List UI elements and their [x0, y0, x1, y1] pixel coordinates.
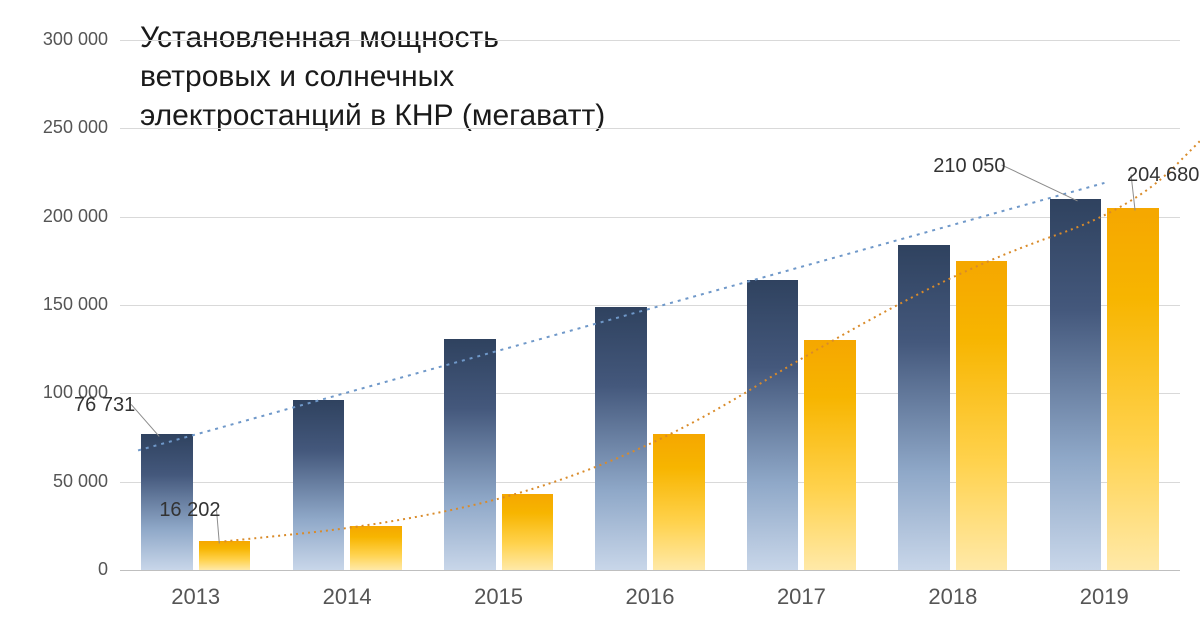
y-gridline	[120, 40, 1180, 41]
chart-title: Установленная мощность ветровых и солнеч…	[140, 18, 605, 135]
y-tick-label: 0	[98, 559, 108, 580]
bar-wind	[293, 400, 345, 570]
bar-solar	[350, 526, 402, 570]
bar-solar	[653, 434, 705, 570]
bar-wind	[898, 245, 950, 570]
y-tick-label: 150 000	[43, 294, 108, 315]
y-gridline	[120, 128, 1180, 129]
y-tick-label: 200 000	[43, 206, 108, 227]
y-tick-label: 300 000	[43, 29, 108, 50]
x-tick-label: 2019	[1064, 584, 1144, 610]
data-label: 16 202	[159, 499, 220, 522]
x-tick-label: 2018	[913, 584, 993, 610]
callout-leader	[131, 404, 159, 436]
bar-wind	[1050, 199, 1102, 570]
bar-wind	[444, 339, 496, 570]
bar-solar	[956, 261, 1008, 570]
bar-solar	[199, 541, 251, 570]
data-label: 204 680	[1127, 164, 1199, 187]
x-tick-label: 2013	[156, 584, 236, 610]
capacity-bar-chart: Установленная мощность ветровых и солнеч…	[0, 0, 1200, 628]
bar-solar	[1107, 208, 1159, 570]
x-axis-line	[120, 570, 1180, 571]
bar-wind	[747, 280, 799, 570]
y-gridline	[120, 305, 1180, 306]
x-tick-label: 2015	[459, 584, 539, 610]
bar-wind	[595, 307, 647, 570]
x-tick-label: 2014	[307, 584, 387, 610]
bar-solar	[804, 340, 856, 570]
y-tick-label: 50 000	[53, 471, 108, 492]
bar-solar	[502, 494, 554, 570]
data-label: 76 731	[74, 394, 135, 417]
y-gridline	[120, 217, 1180, 218]
x-tick-label: 2017	[761, 584, 841, 610]
y-gridline	[120, 393, 1180, 394]
y-gridline	[120, 482, 1180, 483]
x-tick-label: 2016	[610, 584, 690, 610]
callout-leader	[1002, 165, 1078, 201]
y-tick-label: 250 000	[43, 117, 108, 138]
data-label: 210 050	[933, 155, 1005, 178]
